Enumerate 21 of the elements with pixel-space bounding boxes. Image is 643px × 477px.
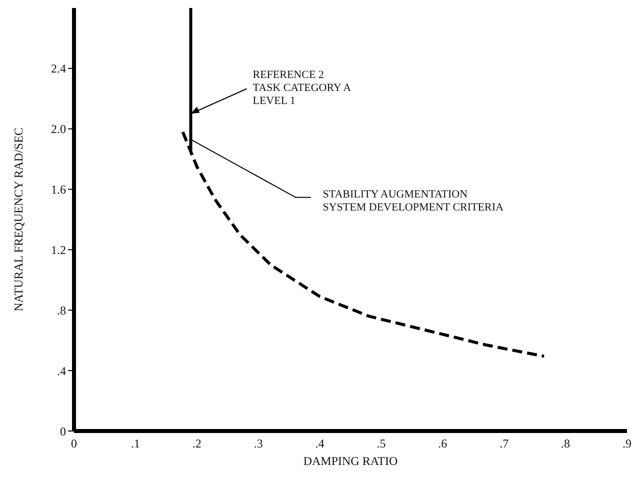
y-tick-label: 2.0 (51, 122, 66, 136)
x-tick-label: .1 (130, 436, 140, 451)
x-tick-label: .6 (438, 436, 448, 451)
y-tick-label: 0 (60, 424, 66, 438)
annotation: REFERENCE 2 TASK CATEGORY A LEVEL 1 (252, 68, 352, 107)
x-tick-label: .7 (500, 436, 509, 451)
x-axis-title: DAMPING RATIO (303, 454, 398, 468)
x-tick-label: .8 (561, 436, 570, 451)
x-tick-label: .9 (622, 436, 632, 451)
y-axis-title: NATURAL FREQUENCY RAD/SEC (11, 128, 26, 312)
x-tick-label: .2 (192, 436, 202, 451)
x-tick-label: .3 (254, 436, 263, 451)
x-tick-label: .4 (315, 436, 324, 451)
y-tick-label: 2.4 (51, 62, 66, 76)
y-tick-label: 1.6 (51, 182, 66, 197)
x-tick-label: .5 (376, 436, 386, 451)
y-tick-label: .4 (57, 364, 66, 378)
annotation: STABILITY AUGMENTATION SYSTEM DEVELOPMENT CRITERIA (322, 188, 504, 214)
y-tick-label: 1.2 (51, 242, 66, 257)
y-tick-label: .8 (57, 303, 66, 318)
x-tick-label: 0 (71, 436, 77, 451)
